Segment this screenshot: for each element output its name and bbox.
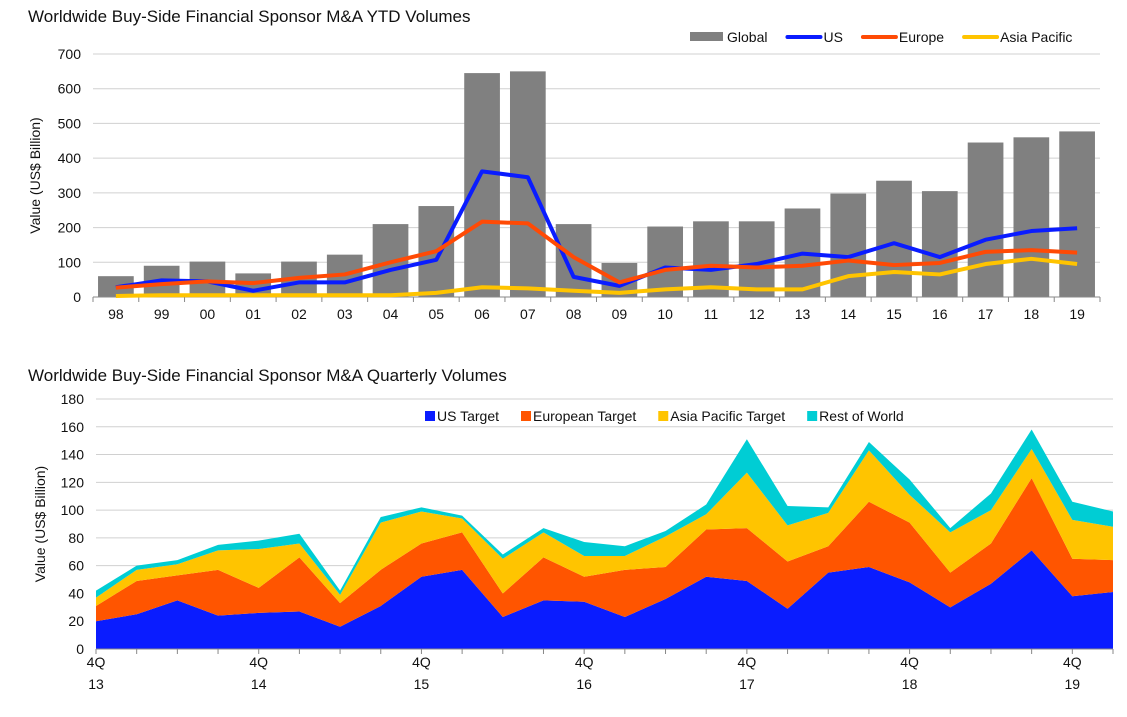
x-tick-label: 17 bbox=[978, 306, 994, 322]
x-tick-label: 02 bbox=[291, 306, 307, 322]
y-axis-label: Value (US$ Billion) bbox=[27, 117, 43, 233]
bar-global bbox=[1013, 137, 1050, 297]
x-tick-label: 10 bbox=[657, 306, 673, 322]
x-tick-label: 18 bbox=[1024, 306, 1040, 322]
y-tick-label: 400 bbox=[58, 150, 82, 166]
x-tick-label: 15 bbox=[414, 676, 430, 692]
legend-label: Asia Pacific Target bbox=[670, 408, 785, 424]
x-tick-label: 00 bbox=[200, 306, 216, 322]
y-tick-label: 20 bbox=[68, 613, 84, 629]
y-tick-label: 120 bbox=[61, 474, 85, 490]
bar-global bbox=[647, 226, 684, 297]
x-tick-label: 99 bbox=[154, 306, 170, 322]
bar-global bbox=[693, 221, 729, 297]
legend-swatch-european-target bbox=[521, 411, 531, 421]
legend-label: US Target bbox=[437, 408, 499, 424]
legend-swatch-global bbox=[690, 32, 723, 41]
y-tick-label: 500 bbox=[58, 115, 82, 131]
y-tick-label: 60 bbox=[68, 558, 84, 574]
x-tick-label: 4Q bbox=[900, 654, 919, 670]
x-tick-label: 4Q bbox=[738, 654, 757, 670]
area-asia-pacific-target bbox=[96, 449, 1113, 606]
legend-label: European Target bbox=[533, 408, 636, 424]
x-tick-label: 4Q bbox=[575, 654, 594, 670]
x-tick-label: 13 bbox=[88, 676, 104, 692]
legend-swatch-asia-pacific-target bbox=[658, 411, 669, 421]
bar-global bbox=[464, 73, 500, 297]
y-tick-label: 160 bbox=[61, 419, 85, 435]
x-tick-label: 03 bbox=[337, 306, 353, 322]
x-tick-label: 4Q bbox=[87, 654, 106, 670]
y-axis-label: Value (US$ Billion) bbox=[32, 466, 48, 582]
bar-global bbox=[921, 191, 958, 297]
x-tick-label: 4Q bbox=[1063, 654, 1082, 670]
legend-label: Global bbox=[727, 29, 767, 45]
bar-global bbox=[555, 224, 592, 297]
x-tick-label: 18 bbox=[902, 676, 918, 692]
x-tick-label: 13 bbox=[795, 306, 811, 322]
x-tick-label: 11 bbox=[704, 306, 719, 322]
y-tick-label: 180 bbox=[61, 391, 85, 407]
y-tick-label: 0 bbox=[76, 641, 84, 657]
area-us-target bbox=[96, 550, 1113, 649]
x-tick-label: 04 bbox=[383, 306, 399, 322]
x-tick-label: 07 bbox=[520, 306, 536, 322]
bar-global bbox=[1059, 131, 1095, 297]
x-tick-label: 19 bbox=[1069, 306, 1085, 322]
x-tick-label: 98 bbox=[108, 306, 124, 322]
line-us bbox=[115, 169, 1078, 293]
y-tick-label: 0 bbox=[73, 289, 81, 305]
area-european-target bbox=[96, 478, 1113, 627]
x-tick-label: 14 bbox=[840, 306, 856, 322]
legend-label: Asia Pacific bbox=[1000, 29, 1072, 45]
x-tick-label: 4Q bbox=[412, 654, 431, 670]
legend-swatch-rest-of-world bbox=[807, 411, 818, 421]
x-tick-label: 05 bbox=[429, 306, 445, 322]
line-europe bbox=[115, 219, 1078, 290]
bar-global bbox=[876, 180, 912, 297]
line-asia-pacific bbox=[115, 256, 1078, 298]
x-tick-label: 16 bbox=[932, 306, 948, 322]
legend-label: Europe bbox=[899, 29, 944, 45]
x-tick-label: 09 bbox=[612, 306, 628, 322]
x-tick-label: 06 bbox=[474, 306, 490, 322]
y-tick-label: 140 bbox=[61, 447, 85, 463]
legend-label: US bbox=[823, 29, 842, 45]
x-tick-label: 01 bbox=[245, 306, 261, 322]
bar-global bbox=[738, 221, 775, 297]
y-tick-label: 700 bbox=[58, 46, 82, 62]
bar-global bbox=[967, 142, 1004, 297]
y-tick-label: 80 bbox=[68, 530, 84, 546]
y-tick-label: 200 bbox=[58, 220, 82, 236]
chart-title-ytd: Worldwide Buy-Side Financial Sponsor M&A… bbox=[28, 7, 471, 26]
chart-title-quarterly: Worldwide Buy-Side Financial Sponsor M&A… bbox=[28, 366, 507, 385]
y-tick-label: 100 bbox=[61, 502, 85, 518]
y-tick-label: 100 bbox=[58, 254, 82, 270]
legend-label: Rest of World bbox=[819, 408, 904, 424]
y-tick-label: 600 bbox=[58, 81, 82, 97]
x-tick-label: 4Q bbox=[249, 654, 268, 670]
x-tick-label: 08 bbox=[566, 306, 582, 322]
x-tick-label: 19 bbox=[1065, 676, 1081, 692]
y-tick-label: 40 bbox=[68, 585, 84, 601]
x-tick-label: 12 bbox=[749, 306, 765, 322]
x-tick-label: 17 bbox=[739, 676, 755, 692]
bar-global bbox=[509, 71, 546, 297]
legend-swatch-us-target bbox=[425, 411, 435, 421]
x-tick-label: 14 bbox=[251, 676, 267, 692]
x-tick-label: 15 bbox=[886, 306, 902, 322]
x-tick-label: 16 bbox=[576, 676, 592, 692]
y-tick-label: 300 bbox=[58, 185, 82, 201]
